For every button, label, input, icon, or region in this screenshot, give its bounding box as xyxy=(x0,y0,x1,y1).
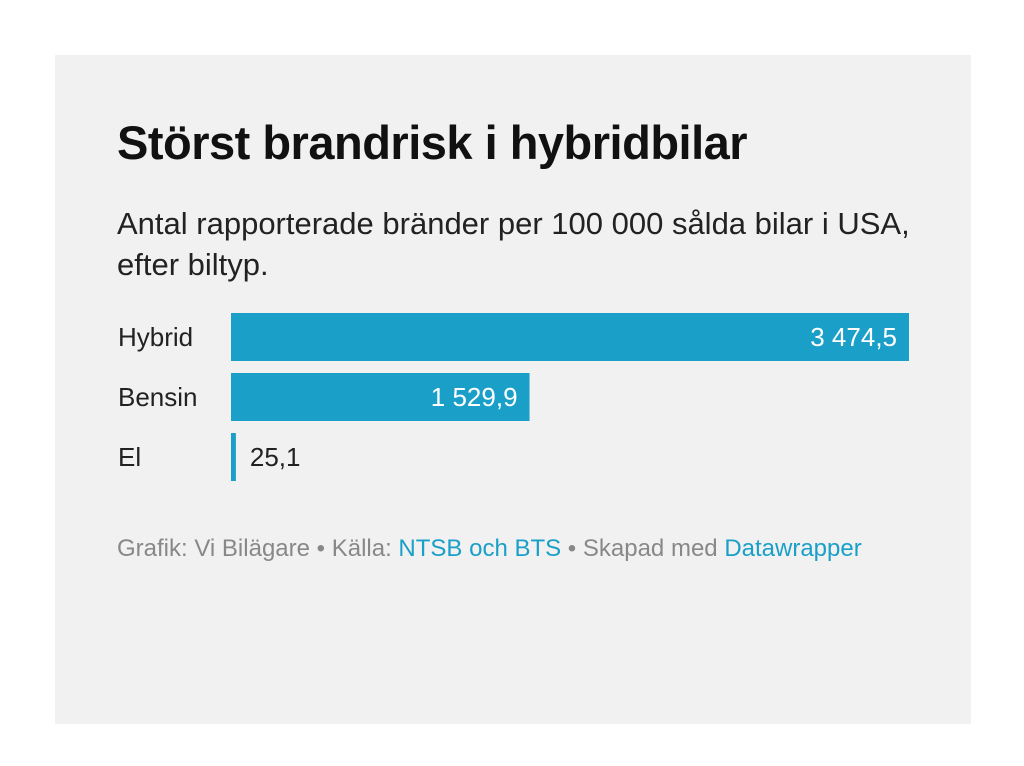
bar-hybrid xyxy=(231,313,909,361)
value-label-el: 25,1 xyxy=(250,442,301,472)
footer-made-with: • Skapad med xyxy=(561,535,725,562)
bar-bensin xyxy=(231,373,530,421)
value-label-hybrid: 3 474,5 xyxy=(810,322,897,352)
chart-footer: Grafik: Vi Bilägare • Källa: NTSB och BT… xyxy=(117,533,877,565)
source-link[interactable]: NTSB och BTS xyxy=(398,535,562,562)
bar-el xyxy=(231,433,236,481)
datawrapper-link[interactable]: Datawrapper xyxy=(724,535,862,562)
bar-chart-svg: Hybrid 3 474,5 Bensin 1 529,9 El 25,1 xyxy=(118,313,909,481)
category-label-el: El xyxy=(118,442,141,472)
footer-credit: Grafik: Vi Bilägare • Källa: xyxy=(117,535,399,562)
category-label-bensin: Bensin xyxy=(118,382,198,412)
value-label-bensin: 1 529,9 xyxy=(431,382,518,412)
bar-chart: Hybrid 3 474,5 Bensin 1 529,9 El 25,1 xyxy=(55,311,971,491)
chart-card: Störst brandrisk i hybridbilar Antal rap… xyxy=(55,55,971,724)
chart-title: Störst brandrisk i hybridbilar xyxy=(117,116,748,169)
chart-subtitle: Antal rapporterade bränder per 100 000 s… xyxy=(117,206,910,282)
category-label-hybrid: Hybrid xyxy=(118,322,193,352)
